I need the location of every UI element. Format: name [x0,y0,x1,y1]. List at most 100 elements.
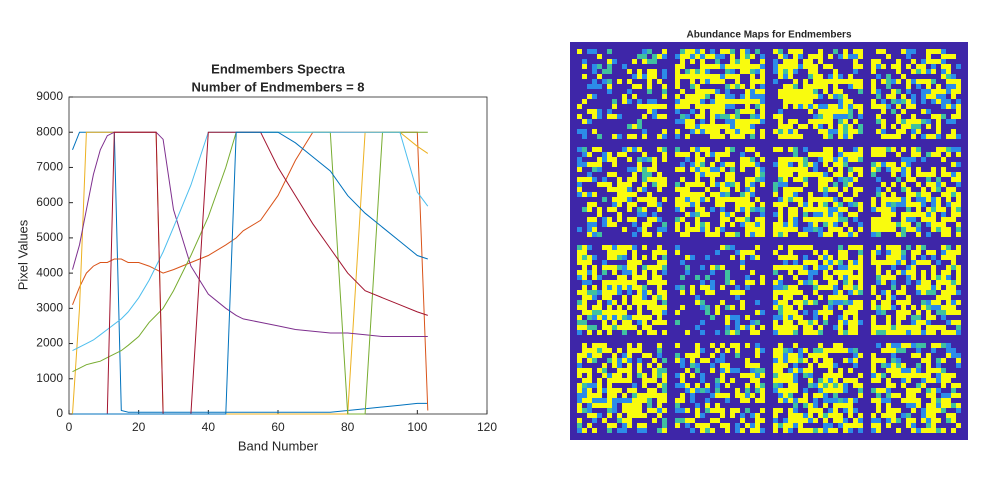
pixel [622,99,627,104]
pixel [577,373,582,378]
pixel [911,79,916,84]
pixel [642,49,647,54]
pixel [906,368,911,373]
pixel [773,325,778,330]
pixel [740,192,745,197]
pixel [778,343,783,348]
pixel [647,192,652,197]
pixel [680,275,685,280]
pixel [808,330,813,335]
pixel [808,320,813,325]
pixel [788,330,793,335]
pixel [886,348,891,353]
pixel [750,207,755,212]
pixel [783,134,788,139]
pixel [720,197,725,202]
pixel [906,99,911,104]
pixel [916,79,921,84]
pixel [956,363,961,368]
pixel [602,368,607,373]
pixel [793,69,798,74]
pixel [778,245,783,250]
pixel [582,152,587,157]
pixel [587,280,592,285]
pixel [833,212,838,217]
pixel [828,119,833,124]
pixel [916,290,921,295]
pixel [911,403,916,408]
pixel [853,177,858,182]
pixel [622,64,627,69]
pixel [715,383,720,388]
pixel [818,207,823,212]
pixel [891,207,896,212]
pixel [803,265,808,270]
pixel [833,79,838,84]
pixel [838,423,843,428]
pixel [853,348,858,353]
pixel [715,227,720,232]
pixel [871,250,876,255]
pixel [715,74,720,79]
pixel [675,320,680,325]
pixel [715,250,720,255]
pixel [886,320,891,325]
pixel [906,207,911,212]
pixel [881,363,886,368]
pixel [617,275,622,280]
pixel [582,343,587,348]
pixel [946,418,951,423]
pixel [783,265,788,270]
pixel [735,325,740,330]
pixel [662,177,667,182]
pixel [755,172,760,177]
pixel [587,383,592,388]
pixel [725,275,730,280]
pixel [642,300,647,305]
pixel [931,134,936,139]
pixel [916,343,921,348]
pixel [587,393,592,398]
pixel [607,383,612,388]
pixel [798,265,803,270]
pixel [946,74,951,79]
pixel [715,192,720,197]
pixel [828,398,833,403]
pixel [808,363,813,368]
pixel [730,99,735,104]
pixel [735,187,740,192]
pixel [690,49,695,54]
pixel [622,187,627,192]
pixel [705,388,710,393]
pixel [632,270,637,275]
pixel [577,250,582,255]
pixel [891,260,896,265]
pixel [778,325,783,330]
pixel [838,109,843,114]
pixel [745,104,750,109]
pixel [710,172,715,177]
pixel [662,69,667,74]
pixel [773,250,778,255]
pixel [848,310,853,315]
pixel [755,428,760,433]
pixel [848,325,853,330]
pixel [921,320,926,325]
pixel [876,295,881,300]
pixel [680,114,685,119]
pixel [911,212,916,217]
pixel [577,167,582,172]
pixel [602,265,607,270]
pixel [607,398,612,403]
pixel [926,260,931,265]
pixel [951,74,956,79]
pixel [690,192,695,197]
pixel [612,104,617,109]
pixel [773,368,778,373]
pixel [725,49,730,54]
pixel [916,398,921,403]
pixel [755,343,760,348]
pixel [793,187,798,192]
pixel [675,285,680,290]
pixel [705,187,710,192]
